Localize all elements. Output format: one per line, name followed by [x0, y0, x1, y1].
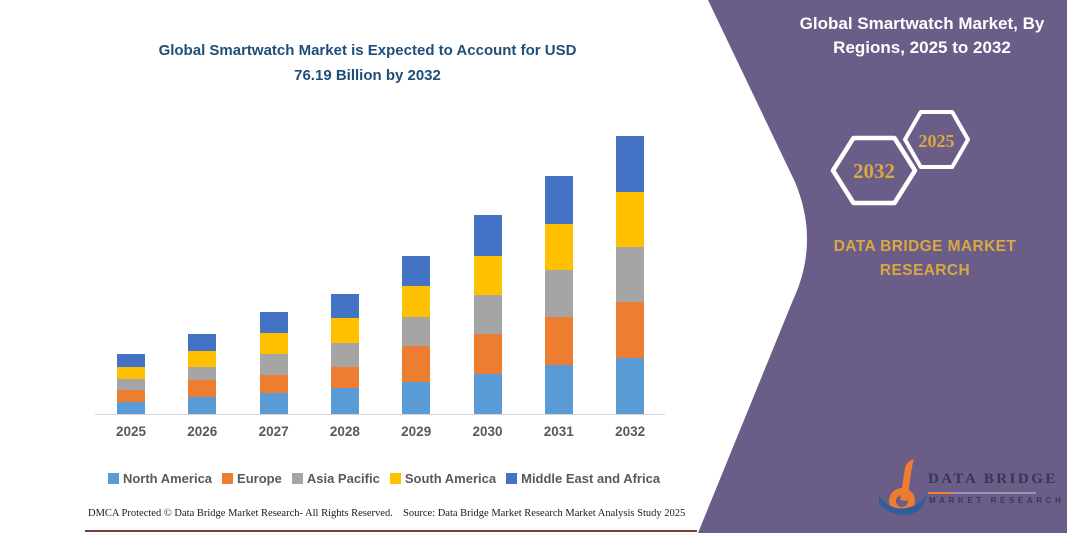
- segment-asia-pacific: [616, 247, 645, 302]
- chart-title: Global Smartwatch Market is Expected to …: [95, 38, 640, 88]
- bar-2025: [117, 354, 145, 414]
- segment-europe: [188, 379, 217, 398]
- legend-marker: [506, 473, 518, 484]
- segment-asia-pacific: [402, 316, 431, 346]
- segment-north-america: [117, 401, 145, 414]
- bar-2030: [473, 214, 502, 414]
- segment-south-america: [117, 367, 145, 380]
- legend-marker: [291, 473, 303, 484]
- legend-label: Europe: [237, 471, 282, 486]
- segment-asia-pacific: [259, 353, 288, 375]
- x-label-2025: 2025: [115, 424, 147, 439]
- hexagon-2025-label: 2025: [919, 131, 955, 151]
- legend-label: Middle East and Africa: [521, 471, 661, 486]
- bar-2031: [544, 176, 573, 414]
- segment-north-america: [402, 381, 431, 414]
- segment-middle-east-and-africa: [259, 312, 288, 333]
- bar-2027: [259, 312, 288, 414]
- x-label-2030: 2030: [472, 424, 503, 439]
- chart-title-line1: Global Smartwatch Market is Expected to …: [158, 42, 577, 59]
- x-axis-labels: 2025 2026 2027 2028 2029 2030 2031 2032: [95, 424, 665, 442]
- hexagon-2025: [903, 110, 970, 169]
- panel-title: Global Smartwatch Market, By Regions, 20…: [787, 12, 1057, 60]
- legend-label: North America: [122, 471, 213, 486]
- legend-item-middle-east-and-africa: Middle East and Africa: [506, 471, 660, 486]
- segment-asia-pacific: [330, 342, 359, 367]
- year-hexagons: 2032 2025: [830, 110, 970, 206]
- segment-north-america: [616, 358, 645, 414]
- logo-b-swoosh-icon: [879, 459, 926, 515]
- legend-item-europe: Europe: [222, 471, 282, 486]
- legend-label: Asia Pacific: [306, 471, 380, 486]
- segment-europe: [544, 316, 573, 366]
- segment-south-america: [616, 191, 645, 248]
- segment-north-america: [330, 388, 359, 414]
- segment-europe: [402, 345, 431, 382]
- segment-middle-east-and-africa: [117, 354, 145, 368]
- segment-europe: [259, 374, 288, 393]
- segment-south-america: [188, 350, 217, 367]
- bar-2032: [616, 136, 645, 414]
- bar-2026: [188, 333, 217, 414]
- x-label-2032: 2032: [615, 424, 646, 439]
- legend-marker: [389, 473, 401, 484]
- brand-line2: RESEARCH: [879, 262, 971, 279]
- legend-item-south-america: South America: [389, 471, 497, 486]
- segment-south-america: [402, 285, 431, 317]
- segment-south-america: [330, 318, 359, 343]
- segment-north-america: [188, 397, 217, 414]
- hexagon-2032-label: 2032: [853, 159, 895, 183]
- logo-divider: [928, 492, 1036, 494]
- chart-title-line2: 76.19 Billion by 2032: [294, 67, 441, 84]
- legend-item-asia-pacific: Asia Pacific: [291, 471, 380, 486]
- legend-marker: [222, 473, 234, 484]
- panel-title-line1: Global Smartwatch Market, By: [799, 14, 1045, 33]
- stacked-bar-plot: [95, 124, 665, 415]
- segment-middle-east-and-africa: [473, 214, 502, 257]
- segment-north-america: [473, 373, 502, 414]
- segment-middle-east-and-africa: [188, 333, 217, 351]
- segment-asia-pacific: [473, 294, 502, 334]
- segment-south-america: [473, 256, 502, 295]
- segment-asia-pacific: [544, 270, 573, 317]
- dmca-notice: DMCA Protected © Data Bridge Market Rese…: [88, 508, 393, 519]
- segment-europe: [117, 390, 145, 402]
- bar-2028: [330, 293, 359, 414]
- legend-label: South America: [404, 471, 497, 486]
- segment-asia-pacific: [188, 366, 217, 380]
- legend-item-north-america: North America: [107, 471, 213, 486]
- segment-north-america: [544, 365, 573, 414]
- segment-middle-east-and-africa: [616, 136, 645, 192]
- brand-wordmark: DATA BRIDGE MARKET RESEARCH: [790, 235, 1060, 283]
- segment-middle-east-and-africa: [402, 255, 431, 286]
- hexagon-2032: [830, 135, 918, 206]
- chart-legend: North America Europe Asia Pacific South Ame…: [95, 471, 673, 486]
- panel-title-line2: Regions, 2025 to 2032: [833, 38, 1011, 57]
- segment-asia-pacific: [117, 379, 145, 391]
- x-label-2026: 2026: [187, 424, 218, 439]
- footer-divider: [85, 530, 697, 532]
- logo-name: DATA BRIDGE: [928, 471, 1058, 487]
- purple-panel-shape: [698, 0, 1067, 533]
- legend-marker: [107, 473, 119, 484]
- segment-middle-east-and-africa: [544, 176, 573, 225]
- segment-europe: [473, 333, 502, 374]
- x-label-2028: 2028: [329, 424, 360, 439]
- data-bridge-logo: DATA BRIDGE MARKET RESEARCH: [876, 455, 1065, 521]
- segment-south-america: [259, 332, 288, 354]
- segment-europe: [616, 301, 645, 359]
- segment-europe: [330, 366, 359, 389]
- logo-subtitle: MARKET RESEARCH: [929, 496, 1065, 505]
- source-note: Source: Data Bridge Market Research Mark…: [403, 508, 686, 519]
- brand-line1: DATA BRIDGE MARKET: [833, 238, 1017, 255]
- x-label-2027: 2027: [258, 424, 289, 439]
- x-label-2031: 2031: [543, 424, 574, 439]
- segment-north-america: [259, 392, 288, 414]
- x-label-2029: 2029: [401, 424, 432, 439]
- segment-south-america: [544, 224, 573, 271]
- bar-2029: [402, 255, 431, 414]
- segment-middle-east-and-africa: [330, 293, 359, 319]
